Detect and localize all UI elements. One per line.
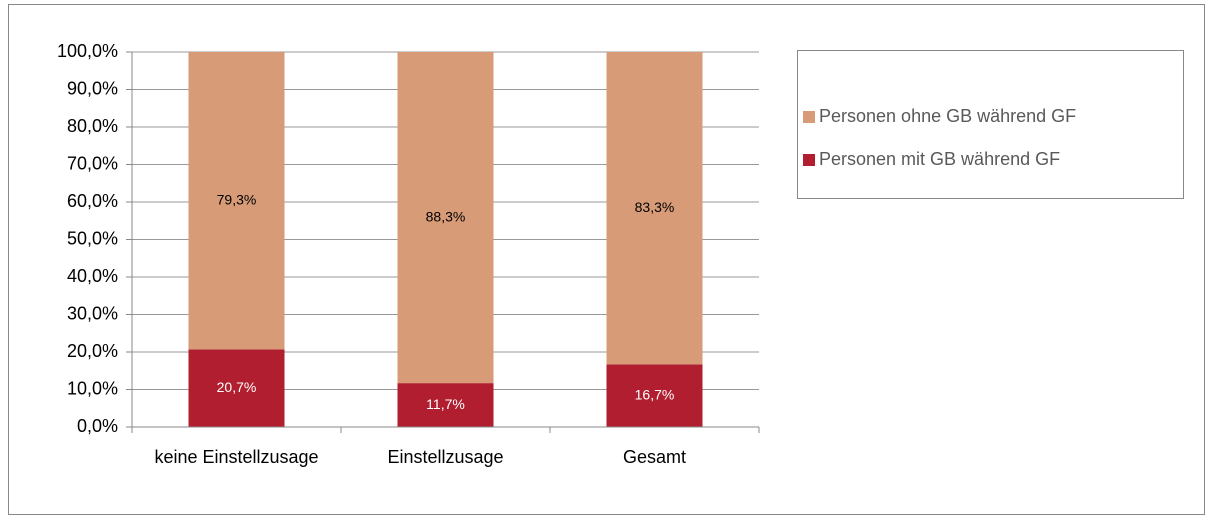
legend-swatch <box>803 154 815 166</box>
y-tick-label: 50,0% <box>67 228 118 248</box>
x-tick-label: Gesamt <box>622 447 687 467</box>
x-tick-label: Einstellzusage <box>387 447 504 467</box>
y-tick-label: 70,0% <box>67 153 118 173</box>
y-tick-label: 10,0% <box>67 378 118 398</box>
y-tick-label: 0,0% <box>77 416 118 436</box>
legend-label: Personen ohne GB während GF <box>819 106 1076 126</box>
y-tick-label: 60,0% <box>67 191 118 211</box>
data-label: 11,7% <box>426 396 465 412</box>
bar-segment <box>188 52 285 350</box>
y-tick-label: 30,0% <box>67 303 118 323</box>
data-label: 83,3% <box>635 199 675 215</box>
y-tick-label: 90,0% <box>67 78 118 98</box>
data-label: 16,7% <box>635 386 675 402</box>
x-tick-label: keine Einstellzusage <box>154 447 319 467</box>
legend-swatch <box>803 111 815 123</box>
y-tick-label: 20,0% <box>67 341 118 361</box>
data-label: 79,3% <box>217 191 257 207</box>
bar-segment <box>397 52 494 384</box>
y-tick-label: 100,0% <box>57 41 118 61</box>
legend-label: Personen mit GB während GF <box>819 149 1060 169</box>
y-tick-label: 40,0% <box>67 266 118 286</box>
bar-segment <box>397 383 494 427</box>
legend-box <box>797 50 1184 199</box>
data-label: 20,7% <box>217 379 257 395</box>
bar-segment <box>606 52 703 365</box>
data-label: 88,3% <box>426 208 466 224</box>
bar-segment <box>188 349 285 427</box>
bar-segment <box>606 364 703 427</box>
y-tick-label: 80,0% <box>67 116 118 136</box>
